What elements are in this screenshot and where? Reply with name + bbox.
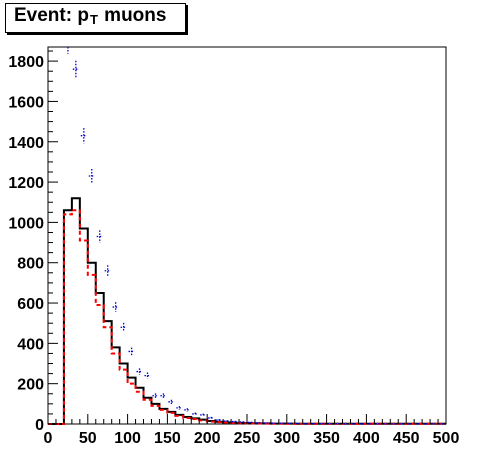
y-tick-label: 600 xyxy=(17,296,44,313)
series-dashed-step xyxy=(48,209,446,425)
y-tick-label: 1200 xyxy=(8,175,44,192)
histogram-line xyxy=(48,209,446,425)
histogram-line xyxy=(48,197,446,425)
y-tick-label: 200 xyxy=(17,377,44,394)
x-tick-label: 0 xyxy=(44,430,53,447)
y-tick-label: 1800 xyxy=(8,54,44,71)
y-tick-label: 1000 xyxy=(8,215,44,232)
x-tick-label: 150 xyxy=(154,430,181,447)
x-tick-label: 450 xyxy=(393,430,420,447)
y-tick-label: 1600 xyxy=(8,94,44,111)
x-tick-label: 350 xyxy=(313,430,340,447)
chart-title-prefix: Event: p xyxy=(14,5,89,26)
chart-title-subscript: T xyxy=(89,12,98,27)
axis-layer: 0 50 100 150 200 250 300 350 400 450 500 0 200 400 600… xyxy=(8,50,460,447)
plot-frame xyxy=(47,46,447,425)
y-tick-label: 400 xyxy=(17,336,44,353)
x-tick-label: 50 xyxy=(79,430,97,447)
chart-title-suffix: muons xyxy=(98,5,167,26)
x-tick-label: 300 xyxy=(273,430,300,447)
chart-title: Event: pT muons xyxy=(14,5,166,27)
x-tick-label: 100 xyxy=(114,430,141,447)
x-tick-label: 400 xyxy=(353,430,380,447)
x-tick-label: 250 xyxy=(234,430,261,447)
y-tick-label: 0 xyxy=(35,417,44,434)
x-tick-label: 200 xyxy=(194,430,221,447)
series-dotted-errorbars xyxy=(67,47,446,425)
x-tick-label: 500 xyxy=(433,430,460,447)
y-tick-label: 800 xyxy=(17,256,44,273)
series-layer xyxy=(48,47,446,425)
series-solid-step xyxy=(48,197,446,425)
chart-title-box: Event: pT muons xyxy=(5,3,186,33)
y-tick-label: 1400 xyxy=(8,135,44,152)
